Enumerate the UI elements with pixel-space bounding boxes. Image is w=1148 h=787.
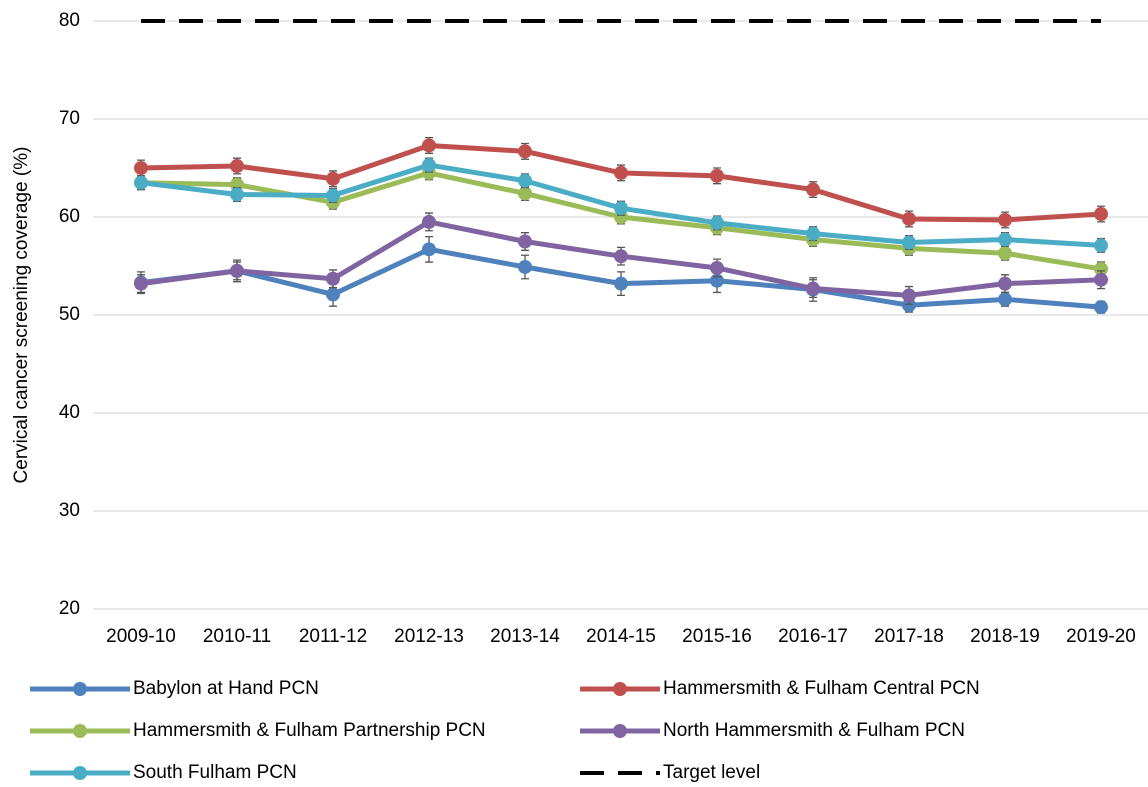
data-point [518, 173, 532, 188]
data-point [1094, 207, 1108, 222]
data-point [230, 263, 244, 278]
x-tick-label: 2014-15 [586, 626, 656, 647]
x-tick-label: 2012-13 [394, 626, 464, 647]
data-point [806, 182, 820, 197]
y-tick-label: 20 [59, 598, 80, 619]
data-point [710, 168, 724, 183]
x-tick-label: 2018-19 [970, 626, 1040, 647]
data-point [998, 232, 1012, 247]
series [134, 212, 1108, 305]
legend-marker [613, 724, 627, 738]
y-tick-label: 80 [59, 10, 80, 31]
data-point [998, 246, 1012, 261]
x-tick-label: 2011-12 [299, 626, 367, 647]
data-point [998, 212, 1012, 227]
data-point [806, 226, 820, 241]
x-tick-label: 2019-20 [1066, 626, 1136, 647]
data-point [998, 276, 1012, 291]
y-tick-label: 50 [59, 304, 80, 325]
data-point [1094, 272, 1108, 287]
x-tick-label: 2016-17 [778, 626, 848, 647]
y-tick-label: 70 [59, 108, 80, 129]
data-point [326, 287, 340, 302]
series [134, 136, 1108, 229]
data-point [518, 186, 532, 201]
data-point [134, 175, 148, 190]
data-point [230, 159, 244, 174]
series [134, 235, 1108, 315]
data-point [902, 211, 916, 226]
legend-label: North Hammersmith & Fulham PCN [663, 720, 965, 741]
data-point [422, 214, 436, 229]
data-point [902, 288, 916, 303]
data-point [518, 234, 532, 249]
legend-marker [73, 766, 87, 780]
data-point [1094, 261, 1108, 276]
data-point [326, 188, 340, 203]
data-point [518, 144, 532, 159]
data-point [806, 281, 820, 296]
data-point [710, 260, 724, 275]
data-point [134, 276, 148, 291]
legend-marker [613, 682, 627, 696]
data-point [902, 298, 916, 313]
legend-label: Hammersmith & Fulham Central PCN [663, 678, 980, 699]
data-point [710, 215, 724, 230]
data-point [422, 158, 436, 173]
data-point [614, 249, 628, 264]
legend-label: Hammersmith & Fulham Partnership PCN [133, 720, 486, 741]
x-tick-label: 2015-16 [682, 626, 752, 647]
data-point [134, 161, 148, 175]
data-point [614, 276, 628, 291]
x-tick-label: 2013-14 [490, 626, 560, 647]
legend-label: Target level [663, 762, 760, 783]
data-point [326, 171, 340, 186]
legend-label: South Fulham PCN [133, 762, 297, 783]
data-point [518, 259, 532, 274]
series [134, 157, 1108, 253]
y-tick-label: 40 [59, 402, 80, 423]
data-point [326, 271, 340, 286]
data-point [902, 235, 916, 250]
data-point [422, 138, 436, 153]
data-point [614, 165, 628, 180]
data-point [998, 292, 1012, 307]
data-point [422, 242, 436, 257]
data-point [1094, 238, 1108, 253]
y-tick-label: 60 [59, 206, 80, 227]
legend-label: Babylon at Hand PCN [133, 678, 319, 699]
y-axis-label: Cervical cancer screening coverage (%) [11, 147, 32, 484]
x-tick-label: 2009-10 [106, 626, 176, 647]
legend-marker [73, 724, 87, 738]
x-tick-label: 2017-18 [874, 626, 944, 647]
data-point [230, 187, 244, 202]
y-tick-label: 30 [59, 500, 80, 521]
legend-marker [73, 682, 87, 696]
data-point [614, 201, 628, 216]
x-tick-label: 2010-11 [203, 626, 271, 647]
data-point [1094, 300, 1108, 315]
